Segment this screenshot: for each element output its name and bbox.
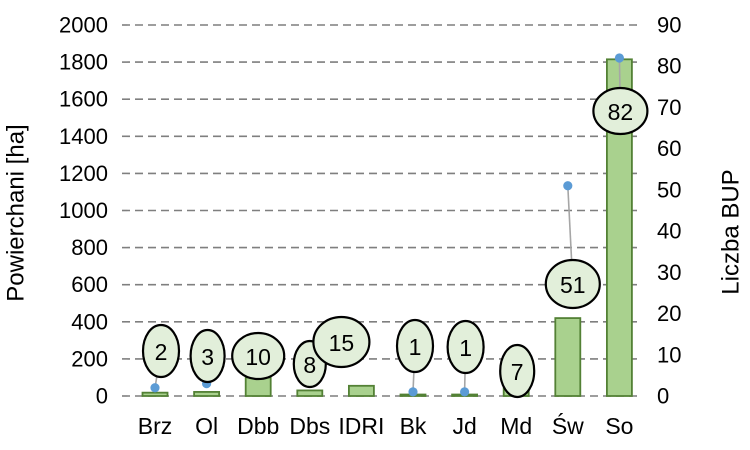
bup-point-So bbox=[614, 53, 625, 63]
right-axis-tick: 70 bbox=[657, 95, 681, 120]
callout-bubble bbox=[499, 343, 536, 399]
right-axis-title: Liczba BUP bbox=[718, 169, 745, 294]
callout-bubble bbox=[544, 258, 601, 310]
callout-value: 1 bbox=[459, 335, 472, 361]
callout-value: 1 bbox=[409, 334, 422, 360]
left-axis-tick: 0 bbox=[96, 384, 108, 409]
category-label-Jd: Jd bbox=[452, 413, 476, 439]
bar-Dbb bbox=[244, 376, 272, 397]
left-axis-tick: 1000 bbox=[59, 198, 108, 223]
left-axis-title: Powierchani [ha] bbox=[3, 124, 30, 301]
callout-value: 2 bbox=[155, 339, 168, 365]
left-axis-tick: 600 bbox=[71, 272, 108, 297]
bup-point-Jd bbox=[460, 387, 470, 397]
category-label-IDRI: IDRI bbox=[338, 413, 384, 439]
bar-Brz bbox=[141, 391, 169, 397]
callout-bubble bbox=[395, 318, 435, 374]
right-axis-tick: 80 bbox=[657, 54, 681, 79]
left-axis-tick: 200 bbox=[71, 346, 108, 371]
right-axis-tick: 10 bbox=[657, 342, 681, 367]
category-label-Md: Md bbox=[500, 413, 532, 439]
bar-Ol bbox=[193, 391, 221, 397]
bup-point-Brz bbox=[150, 383, 160, 393]
bup-point-Św bbox=[563, 181, 573, 191]
callout-bubble bbox=[446, 319, 485, 375]
bup-point-Bk bbox=[408, 387, 418, 397]
right-axis-tick: 60 bbox=[657, 136, 681, 161]
right-axis-tick: 50 bbox=[657, 177, 681, 202]
bar-Św bbox=[554, 317, 582, 397]
right-axis-tick: 40 bbox=[657, 219, 681, 244]
left-axis-tick: 1800 bbox=[59, 50, 108, 75]
callout-bubble bbox=[141, 323, 181, 379]
callout-bubble bbox=[312, 315, 371, 369]
callout-value: 10 bbox=[245, 344, 271, 370]
bar-IDRI bbox=[347, 384, 375, 397]
right-axis-tick: 90 bbox=[657, 13, 681, 38]
callout-bubble bbox=[592, 86, 649, 136]
left-axis-tick: 1400 bbox=[59, 124, 108, 149]
callout-value: 15 bbox=[329, 330, 355, 356]
left-axis-tick: 400 bbox=[71, 309, 108, 334]
left-axis-tick: 2000 bbox=[59, 13, 108, 38]
right-axis-tick: 30 bbox=[657, 260, 681, 285]
category-label-So: So bbox=[605, 413, 633, 439]
category-label-Dbs: Dbs bbox=[289, 413, 330, 439]
category-label-Ol: Ol bbox=[195, 413, 218, 439]
category-label-Dbb: Dbb bbox=[237, 413, 279, 439]
callout-value: 7 bbox=[511, 359, 524, 385]
right-axis-tick: 0 bbox=[657, 384, 669, 409]
left-axis-tick: 1600 bbox=[59, 87, 108, 112]
callout-value: 82 bbox=[608, 99, 634, 125]
left-axis-tick: 1200 bbox=[59, 161, 108, 186]
callout-value: 51 bbox=[560, 272, 586, 298]
bar-Dbs bbox=[296, 389, 324, 397]
left-axis-tick: 800 bbox=[71, 235, 108, 260]
category-label-Bk: Bk bbox=[400, 413, 427, 439]
right-axis-tick: 20 bbox=[657, 301, 681, 326]
category-label-Brz: Brz bbox=[138, 413, 173, 439]
callout-bubble bbox=[189, 328, 226, 384]
callout-value: 8 bbox=[303, 352, 316, 378]
callout-bubble bbox=[231, 331, 286, 381]
category-label-Św: Św bbox=[552, 412, 584, 439]
callout-value: 3 bbox=[201, 344, 214, 370]
